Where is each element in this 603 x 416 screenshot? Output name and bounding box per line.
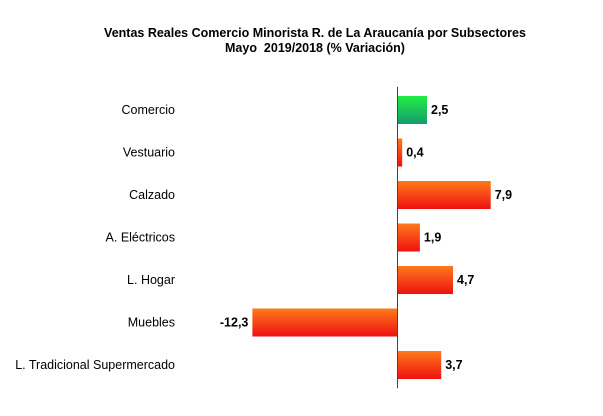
value-label-vestuario: 0,4 xyxy=(406,146,423,160)
value-label-muebles: -12,3 xyxy=(220,316,249,330)
bar-muebles xyxy=(252,308,398,337)
category-label-calzado: Calzado xyxy=(129,188,175,202)
labels-layer: Comercio 2,5 Vestuario 0,4 Calzado 7,9 A. Eléc… xyxy=(15,103,512,372)
category-label-l-hogar: L. Hogar xyxy=(127,273,175,287)
category-label-vestuario: Vestuario xyxy=(123,146,175,160)
bar-l-tradicional-supermercado xyxy=(397,351,442,379)
bar-vestuario xyxy=(397,138,403,167)
bar-a-electricos xyxy=(397,223,420,252)
value-label-comercio: 2,5 xyxy=(431,103,448,117)
chart-title: Ventas Reales Comercio Minorista R. de L… xyxy=(104,26,526,40)
category-label-l-tradicional-supermercado: L. Tradicional Supermercado xyxy=(15,358,175,372)
value-label-l-hogar: 4,7 xyxy=(457,273,474,287)
category-label-comercio: Comercio xyxy=(122,103,176,117)
category-label-a-electricos: A. Eléctricos xyxy=(106,231,175,245)
bar-comercio xyxy=(397,96,427,124)
bar-calzado xyxy=(397,181,491,209)
value-label-l-tradicional-supermercado: 3,7 xyxy=(445,358,462,372)
value-label-a-electricos: 1,9 xyxy=(424,231,441,245)
category-label-muebles: Muebles xyxy=(128,316,175,330)
bar-l-hogar xyxy=(397,266,453,294)
value-label-calzado: 7,9 xyxy=(495,188,512,202)
bars-layer xyxy=(252,86,491,389)
chart-title-block: Ventas Reales Comercio Minorista R. de L… xyxy=(0,26,603,56)
chart-subtitle: Mayo 2019/2018 (% Variación) xyxy=(225,41,405,55)
